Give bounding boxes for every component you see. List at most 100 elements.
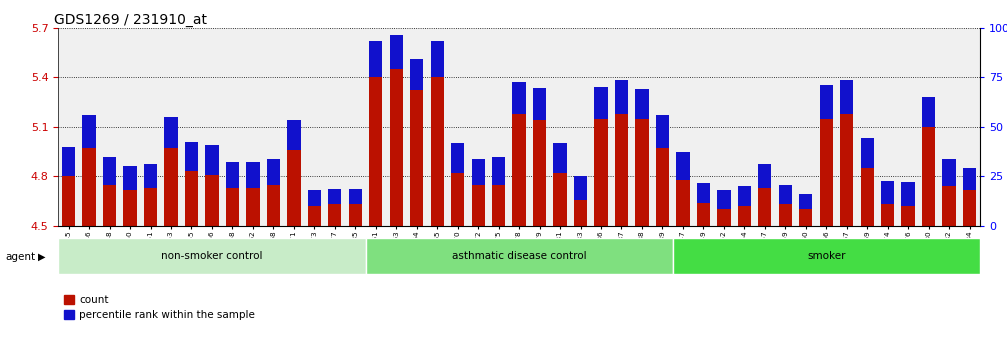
Bar bbox=[738, 206, 751, 226]
Bar bbox=[471, 185, 484, 226]
Bar bbox=[800, 194, 813, 209]
Bar bbox=[390, 35, 403, 69]
Bar bbox=[656, 115, 669, 148]
Bar bbox=[533, 120, 546, 226]
Bar bbox=[370, 41, 383, 77]
Bar bbox=[348, 189, 362, 205]
Bar bbox=[492, 185, 506, 226]
Bar bbox=[800, 209, 813, 226]
Bar bbox=[103, 157, 116, 185]
Bar bbox=[124, 190, 137, 226]
Bar bbox=[58, 238, 366, 274]
Bar bbox=[451, 173, 464, 226]
Bar bbox=[673, 238, 980, 274]
Bar bbox=[205, 145, 219, 175]
Bar bbox=[901, 183, 914, 206]
Bar bbox=[431, 41, 444, 77]
Bar bbox=[635, 89, 649, 119]
Bar bbox=[963, 190, 976, 226]
Bar bbox=[943, 158, 956, 186]
Bar bbox=[820, 119, 833, 226]
Bar bbox=[103, 185, 116, 226]
Bar bbox=[778, 205, 792, 226]
Bar bbox=[390, 69, 403, 226]
Bar bbox=[308, 190, 321, 206]
Bar bbox=[943, 186, 956, 226]
Bar bbox=[226, 188, 239, 226]
Bar bbox=[62, 147, 76, 176]
Bar bbox=[83, 148, 96, 226]
Bar bbox=[677, 180, 690, 226]
Bar bbox=[881, 181, 894, 205]
Bar bbox=[574, 199, 587, 226]
Bar bbox=[533, 88, 546, 120]
Text: ▶: ▶ bbox=[38, 252, 45, 262]
Bar bbox=[901, 206, 914, 226]
Bar bbox=[451, 143, 464, 173]
Bar bbox=[410, 59, 423, 90]
Bar bbox=[287, 150, 300, 226]
Bar bbox=[267, 159, 280, 185]
Bar bbox=[922, 97, 936, 127]
Bar bbox=[124, 166, 137, 190]
Bar bbox=[615, 80, 628, 114]
Bar bbox=[431, 77, 444, 226]
Bar bbox=[185, 142, 198, 171]
Bar bbox=[594, 119, 607, 226]
Bar bbox=[287, 120, 300, 150]
Bar bbox=[144, 164, 157, 188]
Bar bbox=[471, 159, 484, 185]
Text: asthmatic disease control: asthmatic disease control bbox=[452, 251, 586, 261]
Bar bbox=[861, 138, 874, 168]
Bar bbox=[513, 82, 526, 114]
Bar bbox=[554, 173, 567, 226]
Legend: count, percentile rank within the sample: count, percentile rank within the sample bbox=[63, 295, 255, 320]
Bar bbox=[62, 176, 76, 226]
Bar bbox=[656, 148, 669, 226]
Bar bbox=[738, 186, 751, 206]
Bar bbox=[308, 206, 321, 226]
Bar bbox=[164, 148, 177, 226]
Bar bbox=[164, 117, 177, 148]
Bar bbox=[820, 85, 833, 119]
Bar bbox=[348, 205, 362, 226]
Bar bbox=[717, 209, 730, 226]
Bar bbox=[513, 114, 526, 226]
Bar bbox=[861, 168, 874, 226]
Bar bbox=[635, 119, 649, 226]
Bar bbox=[778, 185, 792, 205]
Bar bbox=[144, 188, 157, 226]
Bar bbox=[328, 205, 341, 226]
Bar bbox=[758, 164, 771, 188]
Text: GDS1269 / 231910_at: GDS1269 / 231910_at bbox=[53, 12, 206, 27]
Text: agent: agent bbox=[5, 252, 35, 262]
Bar bbox=[554, 143, 567, 173]
Bar bbox=[615, 114, 628, 226]
Bar bbox=[492, 157, 506, 185]
Bar bbox=[840, 80, 853, 114]
Bar bbox=[185, 171, 198, 226]
Bar bbox=[366, 238, 673, 274]
Bar bbox=[83, 115, 96, 148]
Bar bbox=[963, 168, 976, 190]
Bar bbox=[840, 114, 853, 226]
Bar bbox=[205, 175, 219, 226]
Bar bbox=[574, 176, 587, 199]
Text: non-smoker control: non-smoker control bbox=[161, 251, 263, 261]
Bar bbox=[697, 183, 710, 203]
Bar bbox=[881, 205, 894, 226]
Bar bbox=[226, 162, 239, 188]
Text: smoker: smoker bbox=[807, 251, 846, 261]
Bar bbox=[247, 162, 260, 188]
Bar bbox=[697, 203, 710, 226]
Bar bbox=[677, 152, 690, 180]
Bar bbox=[758, 188, 771, 226]
Bar bbox=[267, 185, 280, 226]
Bar bbox=[717, 190, 730, 209]
Bar bbox=[370, 77, 383, 226]
Bar bbox=[922, 127, 936, 226]
Bar bbox=[328, 189, 341, 205]
Bar bbox=[594, 87, 607, 119]
Bar bbox=[410, 90, 423, 226]
Bar bbox=[247, 188, 260, 226]
